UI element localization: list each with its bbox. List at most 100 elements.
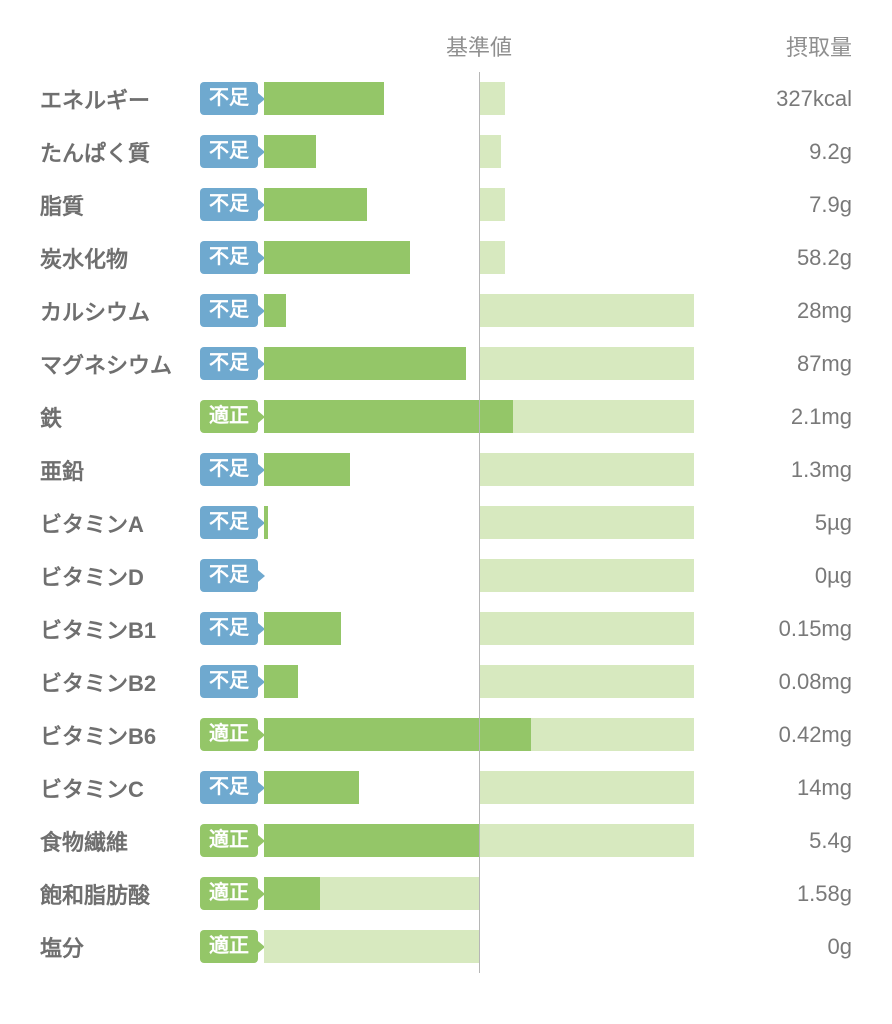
status-badge: 不足	[200, 347, 258, 380]
bar-fill	[264, 665, 298, 698]
status-badge: 不足	[200, 188, 258, 221]
nutrient-row: ビタミンB1不足0.15mg	[40, 602, 852, 655]
nutrient-name: ビタミンB2	[40, 666, 200, 698]
nutrient-row: たんぱく質不足9.2g	[40, 125, 852, 178]
nutrient-name: 脂質	[40, 189, 200, 221]
intake-value: 9.2g	[694, 139, 852, 165]
bar-track	[264, 294, 694, 327]
bar-fill	[264, 506, 268, 539]
bar-track	[264, 453, 694, 486]
target-region	[479, 453, 694, 486]
bar-track	[264, 347, 694, 380]
status-badge: 適正	[200, 877, 258, 910]
bar-track	[264, 665, 694, 698]
nutrient-name: たんぱく質	[40, 136, 200, 168]
target-region	[479, 135, 501, 168]
bar-track	[264, 612, 694, 645]
status-badge: 不足	[200, 771, 258, 804]
target-region	[479, 347, 694, 380]
intake-value: 0.42mg	[694, 722, 852, 748]
bar-fill	[264, 188, 367, 221]
bar-track	[264, 241, 694, 274]
bar-fill	[264, 294, 286, 327]
intake-value: 7.9g	[694, 192, 852, 218]
status-badge: 適正	[200, 718, 258, 751]
bar-fill	[264, 771, 359, 804]
bar-track	[264, 188, 694, 221]
nutrient-name: ビタミンA	[40, 507, 200, 539]
status-badge: 不足	[200, 241, 258, 274]
bar-track	[264, 824, 694, 857]
bar-fill	[264, 400, 513, 433]
nutrient-name: 塩分	[40, 931, 200, 963]
nutrient-row: 食物繊維適正 5.4g	[40, 814, 852, 867]
reference-header: 基準値	[446, 30, 512, 62]
nutrient-row: エネルギー不足 327kcal	[40, 72, 852, 125]
nutrient-row: ビタミンA不足 5µg	[40, 496, 852, 549]
intake-header: 摂取量	[786, 30, 852, 62]
target-region	[479, 665, 694, 698]
intake-value: 87mg	[694, 351, 852, 377]
target-region	[479, 824, 694, 857]
intake-value: 0g	[694, 934, 852, 960]
nutrient-name: 炭水化物	[40, 242, 200, 274]
bar-fill	[264, 824, 479, 857]
status-badge: 適正	[200, 400, 258, 433]
bar-track	[264, 771, 694, 804]
nutrient-row: 炭水化物不足 58.2g	[40, 231, 852, 284]
intake-value: 5.4g	[694, 828, 852, 854]
status-badge: 不足	[200, 506, 258, 539]
nutrient-name: カルシウム	[40, 295, 200, 327]
nutrient-row: 脂質不足 7.9g	[40, 178, 852, 231]
intake-value: 327kcal	[694, 86, 852, 112]
nutrient-row: ビタミンD不足 0µg	[40, 549, 852, 602]
intake-value: 1.58g	[694, 881, 852, 907]
intake-value: 58.2g	[694, 245, 852, 271]
nutrient-row: 鉄適正2.1mg	[40, 390, 852, 443]
nutrient-row: ビタミンC不足14mg	[40, 761, 852, 814]
bar-fill	[264, 877, 320, 910]
target-region	[479, 559, 694, 592]
bar-fill	[264, 347, 466, 380]
status-badge: 不足	[200, 82, 258, 115]
status-badge: 適正	[200, 930, 258, 963]
intake-value: 2.1mg	[694, 404, 852, 430]
nutrient-name: 食物繊維	[40, 825, 200, 857]
nutrient-row: 飽和脂肪酸適正1.58g	[40, 867, 852, 920]
bar-track	[264, 135, 694, 168]
nutrient-name: エネルギー	[40, 83, 200, 115]
target-region	[479, 506, 694, 539]
nutrient-name: ビタミンD	[40, 560, 200, 592]
nutrition-chart: 基準値 摂取量 エネルギー不足327kcalたんぱく質不足9.2g脂質不足7.9…	[0, 0, 892, 1013]
bar-track	[264, 718, 694, 751]
target-region	[479, 612, 694, 645]
bar-fill	[264, 718, 531, 751]
status-badge: 不足	[200, 453, 258, 486]
bar-track	[264, 559, 694, 592]
bar-fill	[264, 135, 316, 168]
nutrient-row: 塩分適正 0g	[40, 920, 852, 973]
nutrient-rows: エネルギー不足327kcalたんぱく質不足9.2g脂質不足7.9g炭水化物不足5…	[40, 72, 852, 973]
intake-value: 14mg	[694, 775, 852, 801]
intake-value: 5µg	[694, 510, 852, 536]
intake-value: 1.3mg	[694, 457, 852, 483]
status-badge: 不足	[200, 612, 258, 645]
target-region	[264, 930, 479, 963]
intake-value: 0.08mg	[694, 669, 852, 695]
target-region	[479, 771, 694, 804]
target-region	[479, 188, 505, 221]
nutrient-row: ビタミンB6適正0.42mg	[40, 708, 852, 761]
intake-value: 28mg	[694, 298, 852, 324]
intake-value: 0µg	[694, 563, 852, 589]
bar-track	[264, 506, 694, 539]
bar-fill	[264, 612, 341, 645]
status-badge: 適正	[200, 824, 258, 857]
status-badge: 不足	[200, 559, 258, 592]
nutrient-row: 亜鉛不足1.3mg	[40, 443, 852, 496]
chart-headers: 基準値 摂取量	[40, 30, 852, 72]
bar-track	[264, 82, 694, 115]
nutrient-row: マグネシウム不足87mg	[40, 337, 852, 390]
nutrient-row: ビタミンB2不足 0.08mg	[40, 655, 852, 708]
status-badge: 不足	[200, 665, 258, 698]
bar-fill	[264, 241, 410, 274]
